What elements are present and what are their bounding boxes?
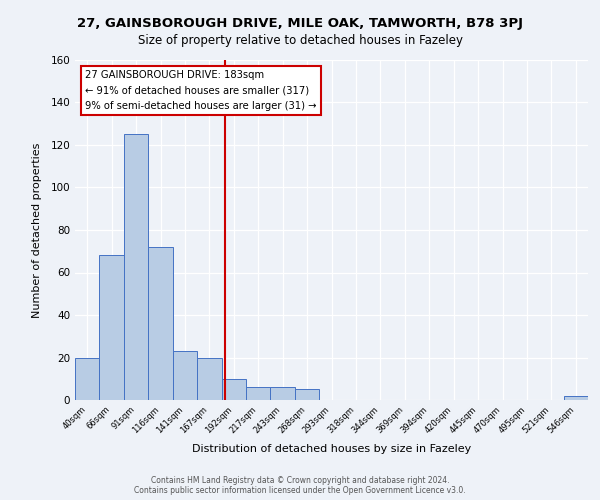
Bar <box>295 390 319 400</box>
Bar <box>124 134 148 400</box>
Bar <box>271 387 295 400</box>
Text: Contains HM Land Registry data © Crown copyright and database right 2024.: Contains HM Land Registry data © Crown c… <box>151 476 449 485</box>
Text: 27, GAINSBOROUGH DRIVE, MILE OAK, TAMWORTH, B78 3PJ: 27, GAINSBOROUGH DRIVE, MILE OAK, TAMWOR… <box>77 18 523 30</box>
Bar <box>563 396 588 400</box>
Text: Contains public sector information licensed under the Open Government Licence v3: Contains public sector information licen… <box>134 486 466 495</box>
Bar <box>246 387 271 400</box>
Bar <box>173 351 197 400</box>
Text: 27 GAINSBOROUGH DRIVE: 183sqm
← 91% of detached houses are smaller (317)
9% of s: 27 GAINSBOROUGH DRIVE: 183sqm ← 91% of d… <box>85 70 317 112</box>
Bar <box>221 379 246 400</box>
Bar <box>148 247 173 400</box>
Y-axis label: Number of detached properties: Number of detached properties <box>32 142 42 318</box>
Bar <box>197 358 221 400</box>
Bar <box>75 358 100 400</box>
X-axis label: Distribution of detached houses by size in Fazeley: Distribution of detached houses by size … <box>192 444 471 454</box>
Text: Size of property relative to detached houses in Fazeley: Size of property relative to detached ho… <box>137 34 463 47</box>
Bar <box>100 256 124 400</box>
